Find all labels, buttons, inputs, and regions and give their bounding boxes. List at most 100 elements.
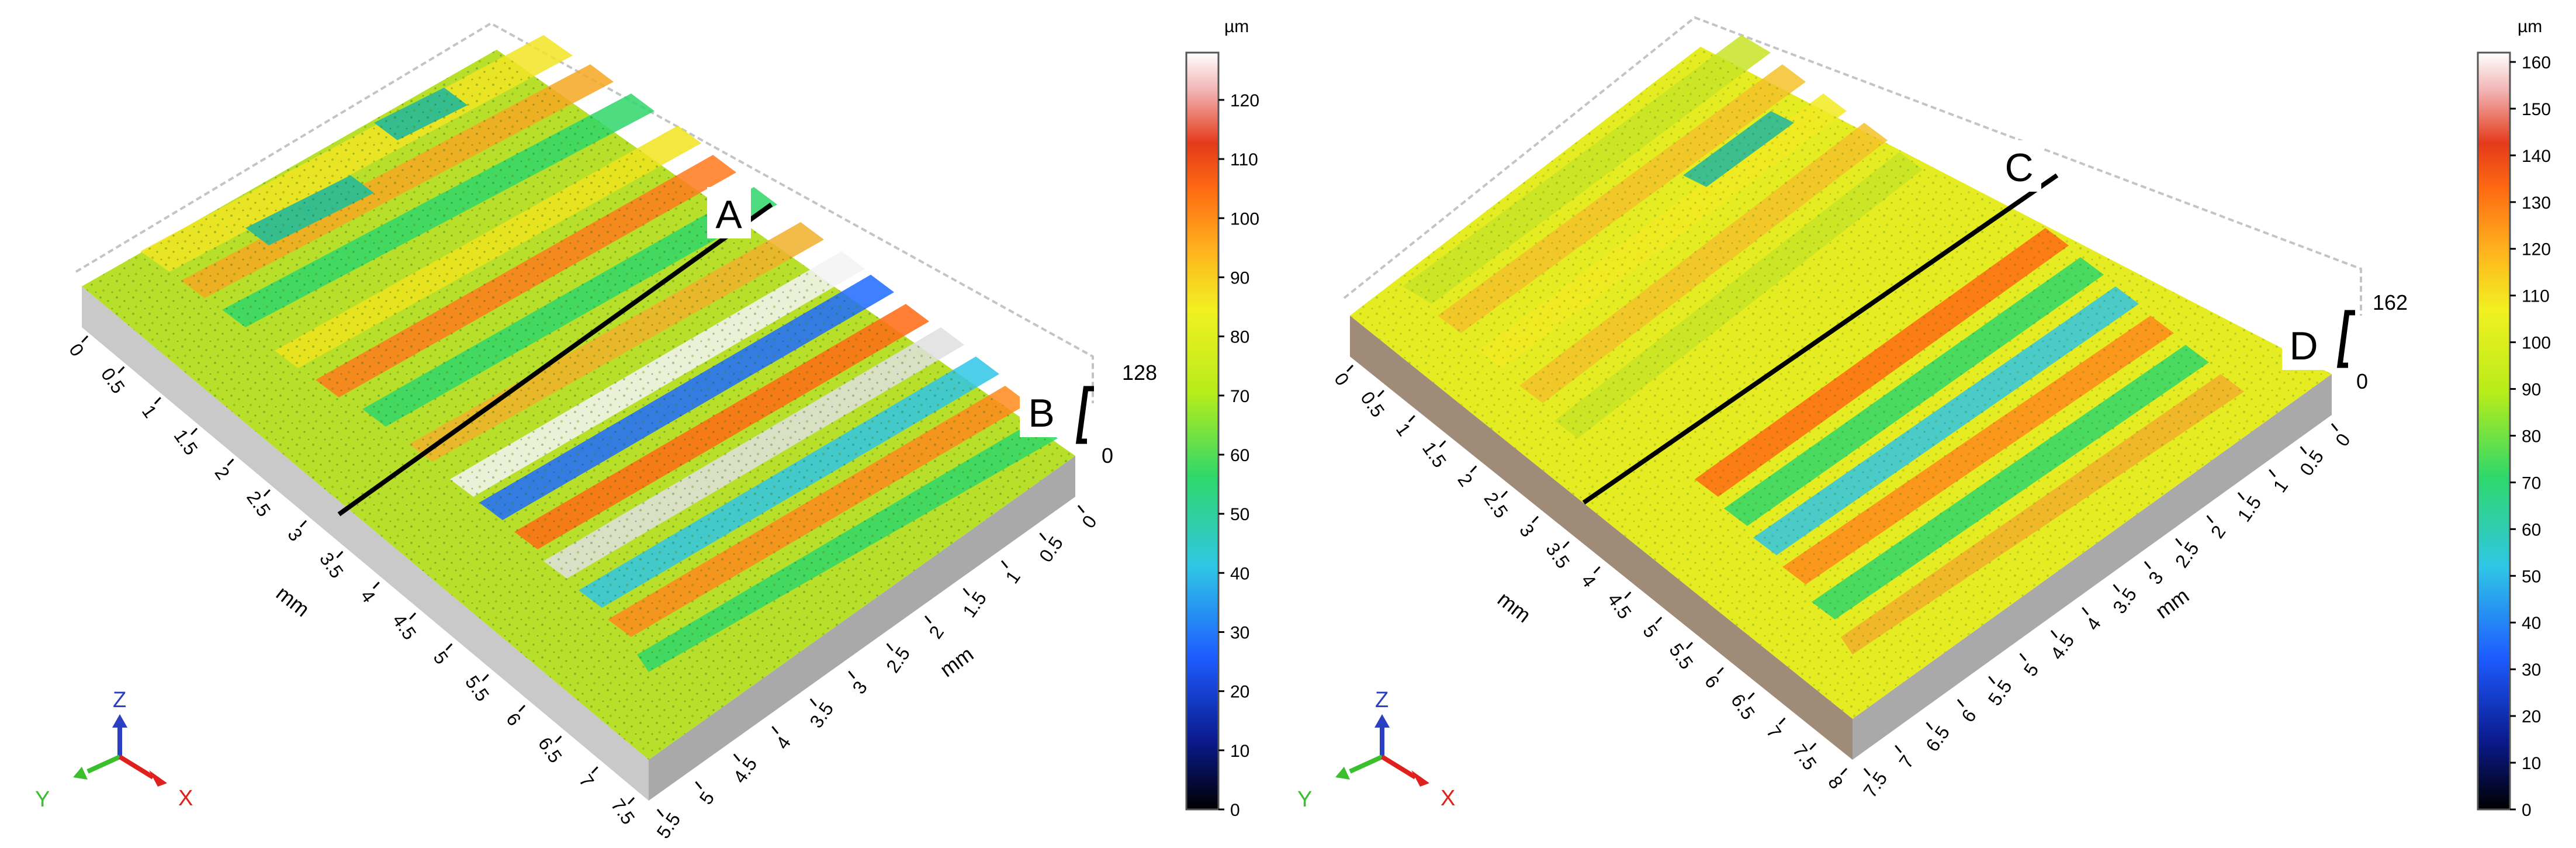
left-y-tick-label: 2: [925, 622, 948, 642]
right-panel: C D 162 0 00.511.522.533.544.555.566.577…: [1297, 16, 2551, 820]
axis-tick-mark: [628, 797, 635, 805]
left-y-unit: mm: [936, 642, 978, 681]
right-colorbar-tick-label: 110: [2522, 287, 2550, 306]
right-y-tick-label: 2.5: [2171, 538, 2203, 572]
left-x-tick-label: 3.5: [316, 549, 348, 582]
axis-tick-mark: [2237, 492, 2245, 500]
left-colorbar-tick-label: 110: [1230, 150, 1258, 169]
right-y-tick-label: 0: [2331, 430, 2355, 450]
axis-tick-mark: [1624, 591, 1632, 599]
axis-tick-mark: [1439, 440, 1446, 448]
left-x-tick-label: 5.5: [461, 672, 493, 705]
left-axis-x-label: X: [178, 786, 193, 811]
left-x-tick-label: 5: [429, 648, 452, 668]
axis-tick-mark: [336, 551, 344, 559]
axis-tick-mark: [81, 335, 89, 343]
left-x-tick-label: 7: [575, 770, 598, 791]
axis-tick-mark: [2206, 515, 2214, 524]
left-scale-min: 0: [1102, 444, 1113, 468]
right-colorbar-tick-label: 20: [2522, 707, 2541, 726]
left-x-tick-label: 6: [502, 709, 525, 729]
right-colorbar-tick-label: 50: [2522, 567, 2541, 586]
right-x-tick-label: 4: [1577, 570, 1601, 591]
left-colorbar-tick-label: 30: [1230, 623, 1249, 642]
left-y-tick-label: 4.5: [729, 754, 761, 787]
right-y-tick-label: 5: [2020, 659, 2043, 680]
axis-tick-mark: [227, 458, 234, 466]
right-y-tick-label: 1: [2269, 476, 2292, 496]
axis-tick-mark: [300, 520, 307, 528]
left-front-wall: [82, 286, 649, 801]
right-colorbar-tick-label: 140: [2522, 147, 2551, 166]
label-a: A: [715, 192, 742, 237]
right-x-tick-label: 2.5: [1480, 489, 1512, 522]
left-y-tick-label: 0.5: [1035, 532, 1067, 566]
axis-tick-mark: [1346, 364, 1354, 372]
right-surface-texture: [1350, 47, 2332, 719]
axis-tick-mark: [409, 612, 417, 620]
left-x-tick-label: 4.5: [389, 610, 421, 643]
axis-tick-mark: [482, 674, 489, 681]
left-colorbar-tick-label: 100: [1230, 209, 1259, 229]
right-colorbar-tick-label: 10: [2522, 754, 2541, 773]
axis-tick-mark: [656, 809, 664, 817]
left-colorbar-tick-label: 60: [1230, 446, 1249, 465]
right-colorbar-tick-label: 60: [2522, 520, 2541, 539]
axis-tick-mark: [1377, 390, 1384, 397]
axis-tick-mark: [518, 704, 526, 712]
left-x-tick-label: 6.5: [534, 733, 566, 767]
left-y-tick-label: 2.5: [882, 643, 914, 677]
left-y-tick-label: 1.5: [958, 588, 991, 621]
axis-tick-mark: [1077, 505, 1085, 513]
axis-tick-mark: [771, 726, 779, 735]
left-axis-z-label: Z: [113, 688, 126, 712]
right-y-tick-label: 1.5: [2233, 492, 2265, 525]
right-y-tick-label: 2: [2207, 521, 2230, 542]
left-right-wall: [649, 456, 1075, 801]
axis-tick-mark: [2144, 561, 2151, 569]
left-colorbar-tick-label: 40: [1230, 564, 1249, 583]
axis-tick-mark: [2331, 423, 2338, 431]
right-scale-min: 0: [2356, 369, 2368, 393]
right-axis-triad: Z Y X: [1297, 688, 1455, 812]
axis-tick-mark: [372, 582, 380, 589]
right-section-line: [1582, 173, 2059, 505]
left-y-tick-label: 3: [848, 677, 871, 698]
label-d: D: [2289, 324, 2318, 368]
axis-tick-mark: [733, 753, 740, 762]
left-colorbar-tick-label: 80: [1230, 328, 1249, 347]
right-x-tick-label: 7.5: [1789, 740, 1821, 774]
axis-tick-mark: [1988, 676, 1996, 684]
right-colorbar-tick-label: 100: [2522, 334, 2551, 353]
right-scale-bracket: [2336, 310, 2355, 368]
right-x-tick-label: 1.5: [1418, 438, 1450, 472]
left-colorbar-tick-label: 70: [1230, 387, 1249, 406]
right-axis-z-label: Z: [1375, 688, 1389, 712]
axis-tick-mark: [809, 698, 817, 707]
left-x-tick-label: 2: [210, 463, 234, 483]
right-y-tick-label: 6.5: [1921, 722, 1954, 755]
right-x-tick-label: 5: [1639, 621, 1662, 641]
axis-tick-mark: [2300, 446, 2307, 455]
right-x-tick-label: 3: [1515, 520, 1539, 541]
right-colorbar-tick-label: 70: [2522, 473, 2541, 493]
left-x-tick-label: 1.5: [170, 425, 202, 459]
axis-tick-mark: [848, 670, 856, 679]
axis-tick-mark: [695, 781, 702, 790]
right-front-wall: [1350, 316, 1853, 760]
axis-tick-mark: [1501, 490, 1508, 499]
axis-tick-mark: [1562, 541, 1570, 549]
right-scale-max: 162: [2373, 290, 2408, 314]
axis-tick-mark: [1408, 415, 1415, 423]
axis-tick-mark: [445, 643, 453, 651]
right-x-tick-label: 0: [1330, 369, 1353, 389]
axis-tick-mark: [962, 587, 970, 596]
left-x-tick-label: 3: [283, 524, 307, 545]
right-y-tick-label: 0.5: [2295, 446, 2328, 479]
right-y-unit: mm: [2151, 583, 2194, 623]
axis-tick-mark: [591, 766, 598, 774]
left-y-tick-label: 5: [695, 788, 719, 808]
axis-tick-mark: [1957, 699, 1964, 707]
right-x-tick-label: 3.5: [1542, 539, 1574, 572]
axis-tick-mark: [1470, 465, 1477, 473]
